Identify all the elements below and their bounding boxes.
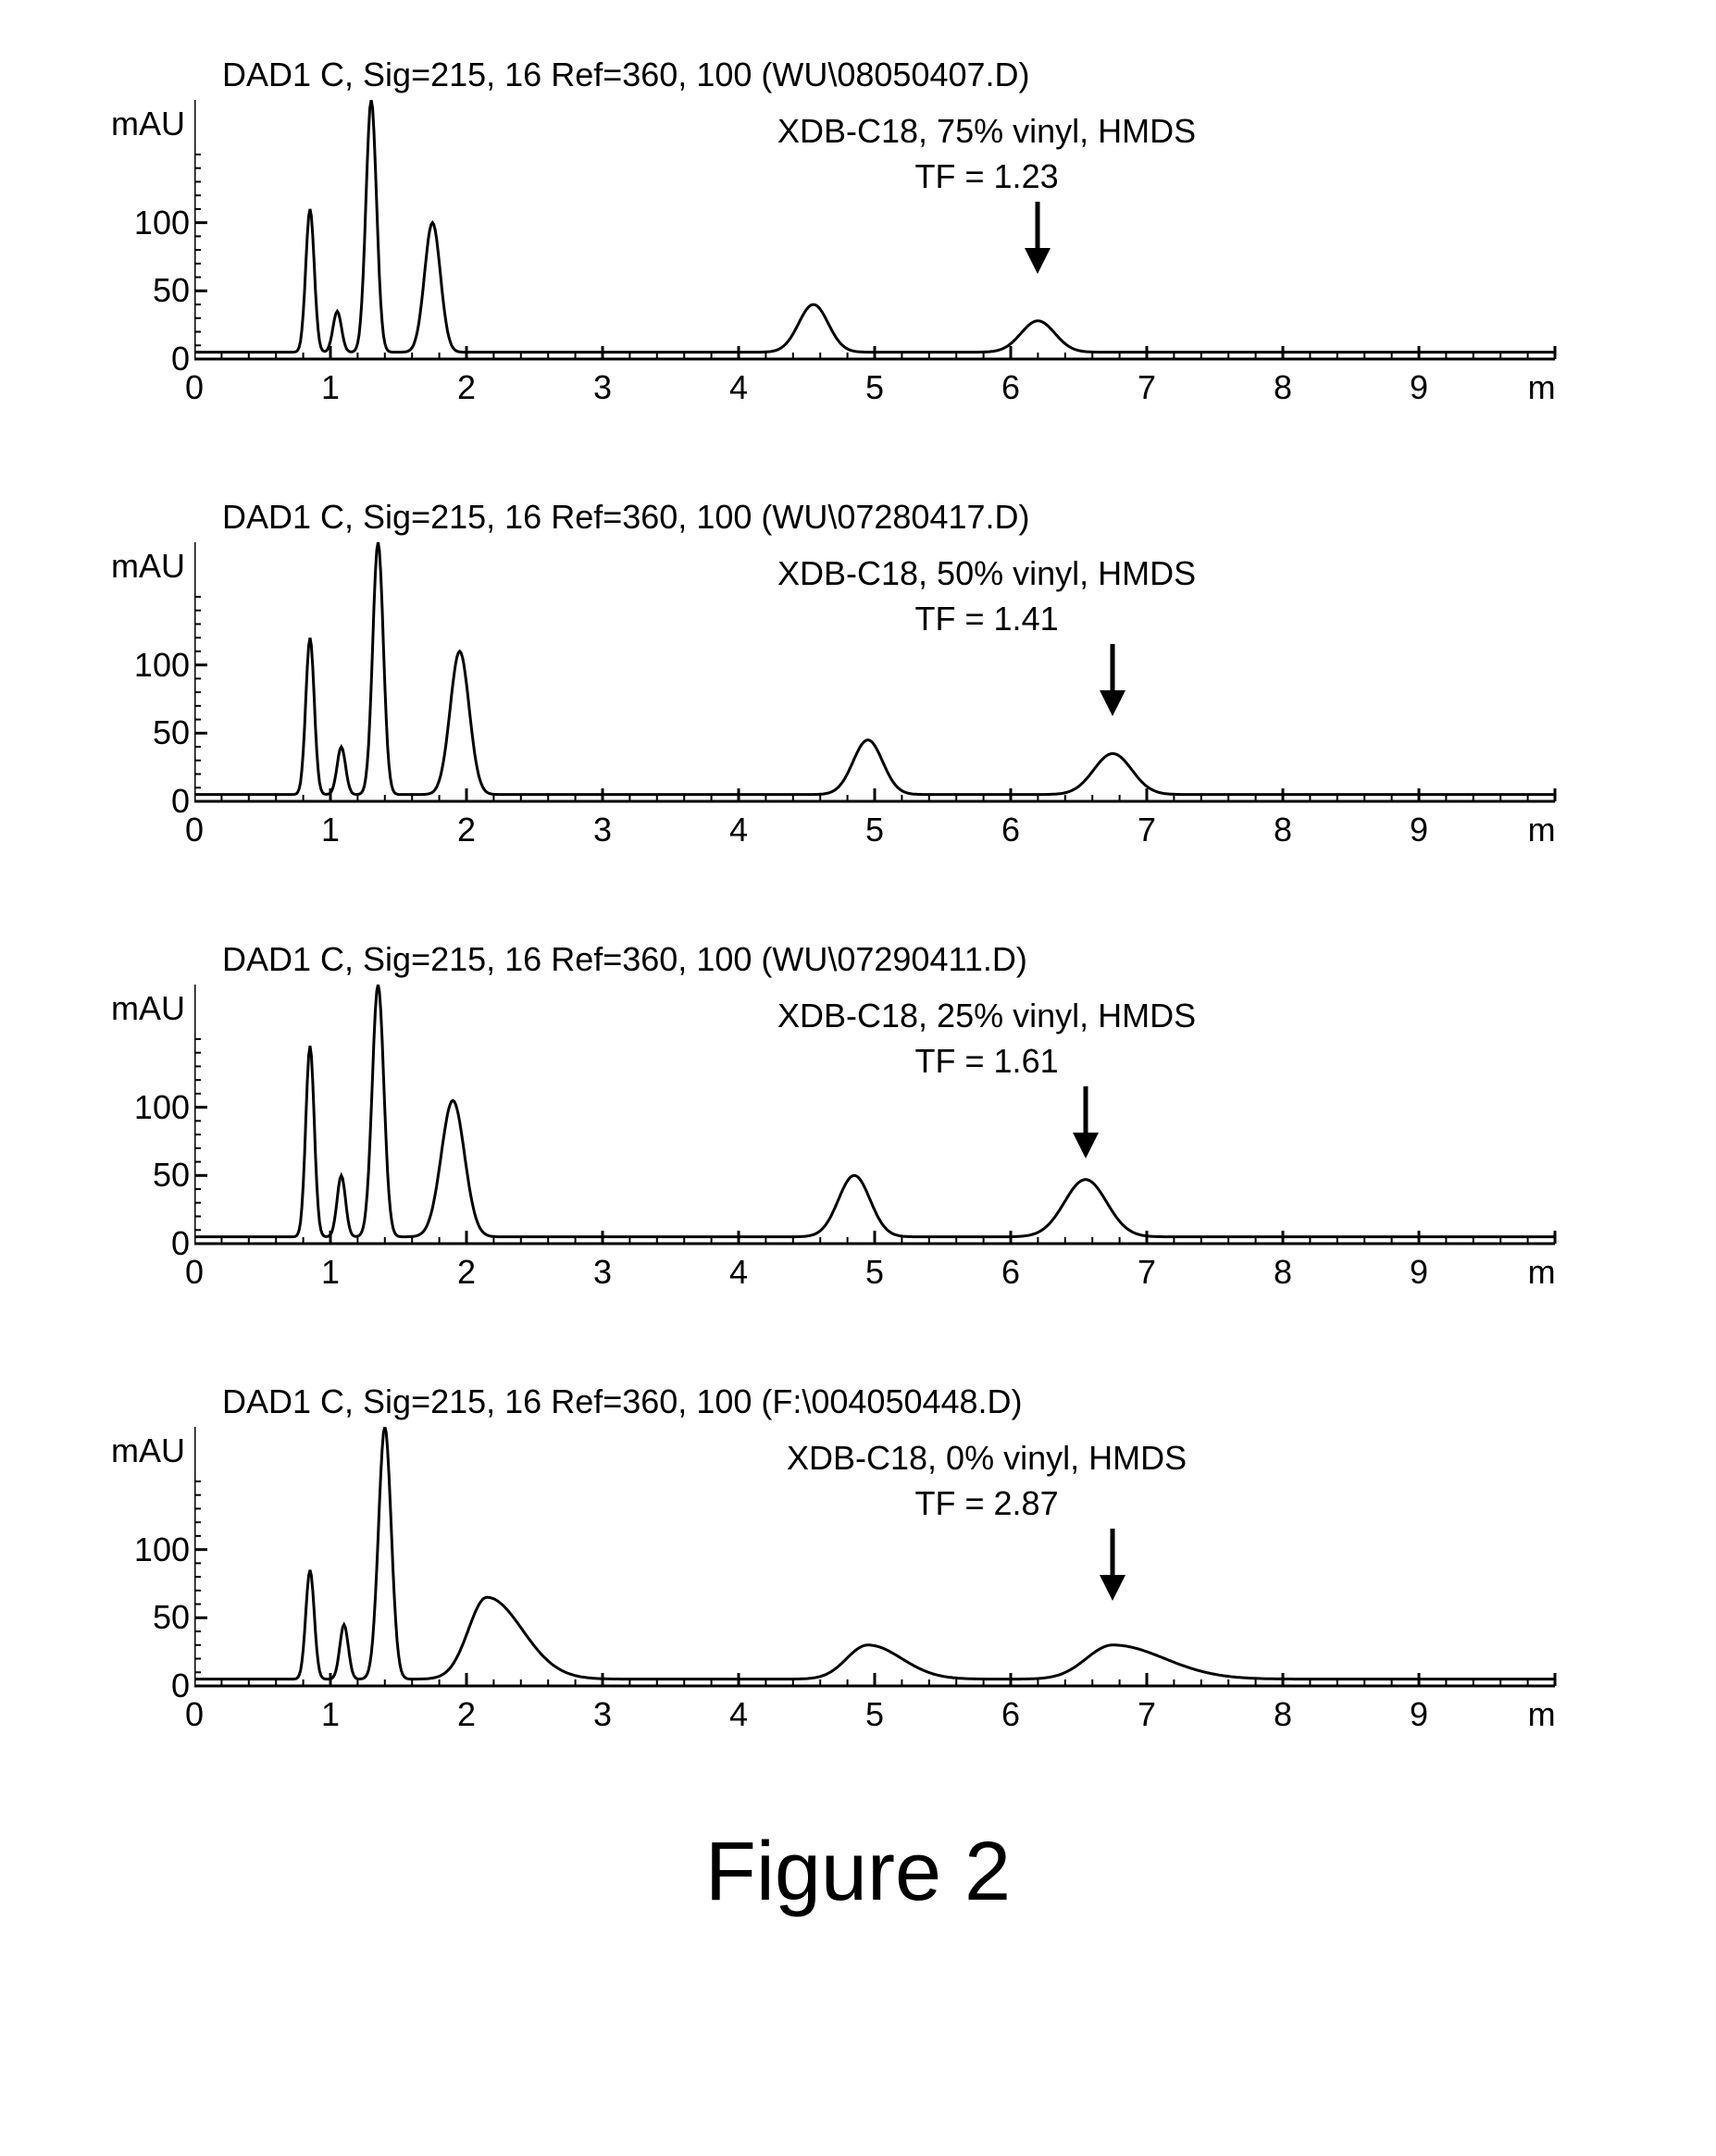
x-tick-label: 2 xyxy=(457,1695,476,1734)
annotation-tf-value: TF = 1.41 xyxy=(777,597,1196,642)
x-tick-label: 8 xyxy=(1274,1695,1292,1734)
chart-title: DAD1 C, Sig=215, 16 Ref=360, 100 (WU\072… xyxy=(222,940,1605,979)
x-axis-label: m xyxy=(1528,811,1573,849)
x-tick-label: 3 xyxy=(593,1253,612,1292)
x-tick-label: 2 xyxy=(457,368,476,407)
chart-annotation: XDB-C18, 0% vinyl, HMDSTF = 2.87 xyxy=(787,1436,1187,1526)
chromatogram-panel: DAD1 C, Sig=215, 16 Ref=360, 100 (F:\004… xyxy=(111,1382,1605,1741)
x-tick-label: 0 xyxy=(185,1695,204,1734)
chart-plot-area: mAU 0 50 100 0 1 2 3 4 5 6 7 8 9 m XDB-C18, 50% vinyl, … xyxy=(111,542,1573,857)
x-tick-label: 2 xyxy=(457,811,476,849)
annotation-tf-value: TF = 2.87 xyxy=(787,1481,1187,1527)
x-tick-label: 3 xyxy=(593,368,612,407)
chart-annotation: XDB-C18, 50% vinyl, HMDSTF = 1.41 xyxy=(777,551,1196,641)
y-tick-label: 100 xyxy=(116,646,190,685)
annotation-tf-value: TF = 1.23 xyxy=(777,155,1196,200)
y-axis-label: mAU xyxy=(111,105,185,143)
x-tick-label: 0 xyxy=(185,368,204,407)
y-tick-label: 0 xyxy=(116,340,190,378)
x-tick-label: 4 xyxy=(729,368,748,407)
x-tick-label: 8 xyxy=(1274,811,1292,849)
x-axis-label: m xyxy=(1528,1695,1573,1734)
figure-caption: Figure 2 xyxy=(111,1825,1605,1920)
x-tick-label: 9 xyxy=(1410,811,1428,849)
x-tick-label: 9 xyxy=(1410,368,1428,407)
chart-title: DAD1 C, Sig=215, 16 Ref=360, 100 (WU\072… xyxy=(222,498,1605,537)
x-axis-label: m xyxy=(1528,368,1573,407)
x-tick-label: 3 xyxy=(593,1695,612,1734)
y-tick-label: 50 xyxy=(116,713,190,752)
x-tick-label: 8 xyxy=(1274,1253,1292,1292)
x-axis-label: m xyxy=(1528,1253,1573,1292)
chart-title: DAD1 C, Sig=215, 16 Ref=360, 100 (F:\004… xyxy=(222,1382,1605,1421)
x-tick-label: 5 xyxy=(865,368,884,407)
y-tick-label: 50 xyxy=(116,1156,190,1195)
x-tick-label: 7 xyxy=(1138,1253,1156,1292)
x-tick-label: 6 xyxy=(1001,1695,1020,1734)
chart-title: DAD1 C, Sig=215, 16 Ref=360, 100 (WU\080… xyxy=(222,56,1605,94)
x-tick-label: 0 xyxy=(185,1253,204,1292)
chart-plot-area: mAU 0 50 100 0 1 2 3 4 5 6 7 8 9 m XDB-C18, 75% vinyl, … xyxy=(111,100,1573,415)
annotation-column-label: XDB-C18, 0% vinyl, HMDS xyxy=(787,1436,1187,1481)
chart-annotation: XDB-C18, 75% vinyl, HMDSTF = 1.23 xyxy=(777,109,1196,199)
y-tick-label: 0 xyxy=(116,1224,190,1263)
chromatogram-panel: DAD1 C, Sig=215, 16 Ref=360, 100 (WU\072… xyxy=(111,498,1605,857)
x-tick-label: 7 xyxy=(1138,1695,1156,1734)
annotation-tf-value: TF = 1.61 xyxy=(777,1039,1196,1084)
y-tick-label: 100 xyxy=(116,1530,190,1569)
x-tick-label: 6 xyxy=(1001,368,1020,407)
chromatogram-panel: DAD1 C, Sig=215, 16 Ref=360, 100 (WU\080… xyxy=(111,56,1605,415)
annotation-arrow-icon xyxy=(1021,202,1054,280)
chromatogram-panel: DAD1 C, Sig=215, 16 Ref=360, 100 (WU\072… xyxy=(111,940,1605,1299)
x-tick-label: 4 xyxy=(729,1695,748,1734)
x-tick-label: 9 xyxy=(1410,1695,1428,1734)
x-tick-label: 1 xyxy=(321,1253,340,1292)
y-tick-label: 0 xyxy=(116,782,190,821)
x-tick-label: 5 xyxy=(865,811,884,849)
x-tick-label: 1 xyxy=(321,368,340,407)
y-tick-label: 50 xyxy=(116,1598,190,1637)
x-tick-label: 5 xyxy=(865,1253,884,1292)
y-tick-label: 100 xyxy=(116,1088,190,1127)
y-tick-label: 100 xyxy=(116,204,190,242)
x-tick-label: 8 xyxy=(1274,368,1292,407)
x-tick-label: 6 xyxy=(1001,1253,1020,1292)
x-tick-label: 0 xyxy=(185,811,204,849)
annotation-column-label: XDB-C18, 50% vinyl, HMDS xyxy=(777,551,1196,597)
annotation-arrow-icon xyxy=(1096,644,1129,723)
chart-plot-area: mAU 0 50 100 0 1 2 3 4 5 6 7 8 9 m XDB-C18, 0% vinyl, H… xyxy=(111,1427,1573,1741)
x-tick-label: 9 xyxy=(1410,1253,1428,1292)
chart-annotation: XDB-C18, 25% vinyl, HMDSTF = 1.61 xyxy=(777,994,1196,1084)
x-tick-label: 3 xyxy=(593,811,612,849)
annotation-arrow-icon xyxy=(1069,1086,1102,1165)
x-tick-label: 4 xyxy=(729,1253,748,1292)
x-tick-label: 6 xyxy=(1001,811,1020,849)
chart-plot-area: mAU 0 50 100 0 1 2 3 4 5 6 7 8 9 m XDB-C18, 25% vinyl, … xyxy=(111,985,1573,1299)
annotation-arrow-icon xyxy=(1096,1529,1129,1607)
x-tick-label: 5 xyxy=(865,1695,884,1734)
x-tick-label: 7 xyxy=(1138,368,1156,407)
x-tick-label: 1 xyxy=(321,811,340,849)
x-tick-label: 2 xyxy=(457,1253,476,1292)
annotation-column-label: XDB-C18, 25% vinyl, HMDS xyxy=(777,994,1196,1039)
y-tick-label: 0 xyxy=(116,1667,190,1705)
y-axis-label: mAU xyxy=(111,547,185,586)
x-tick-label: 4 xyxy=(729,811,748,849)
y-axis-label: mAU xyxy=(111,989,185,1028)
y-axis-label: mAU xyxy=(111,1431,185,1470)
x-tick-label: 1 xyxy=(321,1695,340,1734)
annotation-column-label: XDB-C18, 75% vinyl, HMDS xyxy=(777,109,1196,155)
x-tick-label: 7 xyxy=(1138,811,1156,849)
y-tick-label: 50 xyxy=(116,271,190,310)
